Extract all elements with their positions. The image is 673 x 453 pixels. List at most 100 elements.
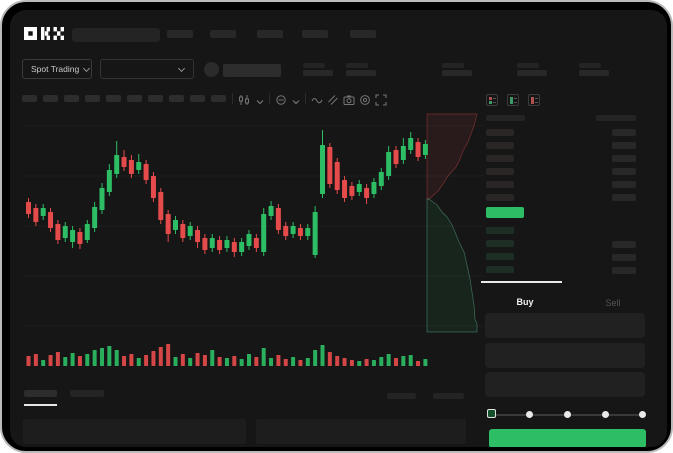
candle-type-icon[interactable] bbox=[238, 94, 250, 106]
row-line bbox=[535, 101, 538, 103]
timeframe-button-placeholder[interactable] bbox=[22, 95, 37, 102]
screenshot-icon[interactable] bbox=[343, 94, 355, 106]
amount-input-placeholder[interactable] bbox=[485, 343, 645, 368]
stat-value-placeholder bbox=[303, 70, 333, 76]
market-type-label: Spot Trading bbox=[31, 64, 80, 74]
row-line bbox=[535, 97, 538, 99]
bid-price-placeholder[interactable] bbox=[486, 240, 514, 247]
tab-buy[interactable]: Buy bbox=[516, 297, 534, 307]
timeframe-button-placeholder[interactable] bbox=[106, 95, 121, 102]
ask-size-placeholder bbox=[612, 168, 636, 175]
ask-price-placeholder[interactable] bbox=[486, 194, 514, 201]
stat-label-placeholder bbox=[346, 63, 368, 68]
total-input-placeholder[interactable] bbox=[485, 372, 645, 397]
timeframe-button-placeholder[interactable] bbox=[190, 95, 205, 102]
orders-panel-placeholder bbox=[23, 419, 246, 444]
toolbar-divider bbox=[232, 93, 233, 104]
slider-handle[interactable] bbox=[487, 409, 496, 418]
orderbook-view-both-icon[interactable] bbox=[486, 94, 498, 106]
ask-size-placeholder bbox=[612, 181, 636, 188]
line-tool-icon[interactable] bbox=[311, 94, 323, 106]
bid-size-placeholder bbox=[612, 254, 636, 261]
bottom-tab-placeholder[interactable] bbox=[70, 390, 104, 397]
ask-price-placeholder[interactable] bbox=[486, 181, 514, 188]
indicator-icon[interactable] bbox=[275, 94, 287, 106]
nav-item-placeholder[interactable] bbox=[257, 30, 283, 38]
orderbook-view-bids-icon[interactable] bbox=[507, 94, 519, 106]
chevron-down-icon[interactable] bbox=[292, 96, 300, 108]
fullscreen-icon[interactable] bbox=[375, 94, 387, 106]
toolbar-divider bbox=[269, 93, 270, 104]
price-input-placeholder[interactable] bbox=[485, 313, 645, 338]
slider-stop[interactable] bbox=[564, 411, 571, 418]
stat-label-placeholder bbox=[442, 63, 464, 68]
stat-value-placeholder bbox=[442, 70, 472, 76]
timeframe-button-placeholder[interactable] bbox=[211, 95, 226, 102]
ask-swatch bbox=[488, 97, 492, 100]
row-line bbox=[514, 101, 517, 103]
last-price-highlight[interactable] bbox=[486, 207, 524, 218]
slider-stop[interactable] bbox=[602, 411, 609, 418]
history-panel-placeholder bbox=[256, 419, 466, 444]
stat-label-placeholder bbox=[517, 63, 539, 68]
okx-logo bbox=[24, 27, 64, 40]
tab-sell[interactable]: Sell bbox=[605, 298, 621, 308]
bottom-tab-underline bbox=[24, 404, 57, 406]
slider-stop[interactable] bbox=[526, 411, 533, 418]
timeframe-button-placeholder[interactable] bbox=[43, 95, 58, 102]
orderbook-price-header-placeholder bbox=[486, 115, 525, 121]
coin-icon-placeholder bbox=[204, 62, 219, 77]
pair-selector[interactable] bbox=[100, 59, 194, 79]
okx-trading-app: Spot Trading bbox=[10, 10, 667, 447]
pair-name-placeholder bbox=[223, 64, 281, 77]
bid-price-placeholder[interactable] bbox=[486, 227, 514, 234]
ask-price-placeholder[interactable] bbox=[486, 142, 514, 149]
bid-size-placeholder bbox=[612, 241, 636, 248]
ask-price-placeholder[interactable] bbox=[486, 155, 514, 162]
stat-value-placeholder bbox=[346, 70, 376, 76]
chevron-down-icon bbox=[83, 64, 91, 72]
nav-item-placeholder[interactable] bbox=[302, 30, 328, 38]
ask-price-placeholder[interactable] bbox=[486, 129, 514, 136]
ask-size-placeholder bbox=[612, 155, 636, 162]
draw-tools-icon[interactable] bbox=[327, 94, 339, 106]
timeframe-button-placeholder[interactable] bbox=[169, 95, 184, 102]
search-input-placeholder[interactable] bbox=[72, 28, 160, 42]
price-chart[interactable] bbox=[22, 112, 484, 370]
ask-size-placeholder bbox=[612, 194, 636, 201]
timeframe-button-placeholder[interactable] bbox=[148, 95, 163, 102]
nav-item-placeholder[interactable] bbox=[350, 30, 376, 38]
timeframe-button-placeholder[interactable] bbox=[127, 95, 142, 102]
ask-price-placeholder[interactable] bbox=[486, 168, 514, 175]
market-type-selector[interactable]: Spot Trading bbox=[22, 59, 92, 79]
ask-size-placeholder bbox=[612, 142, 636, 149]
row-line bbox=[514, 97, 517, 99]
bid-size-placeholder bbox=[612, 267, 636, 274]
row-line bbox=[493, 101, 496, 103]
timeframe-button-placeholder[interactable] bbox=[85, 95, 100, 102]
settings-icon[interactable] bbox=[359, 94, 371, 106]
orderbook-amount-header-placeholder bbox=[596, 115, 636, 121]
orderbook-view-asks-icon[interactable] bbox=[528, 94, 540, 106]
bottom-action-placeholder[interactable] bbox=[387, 393, 416, 399]
timeframe-button-placeholder[interactable] bbox=[64, 95, 79, 102]
bid-price-placeholder[interactable] bbox=[486, 253, 514, 260]
chevron-down-icon[interactable] bbox=[256, 96, 264, 108]
nav-item-placeholder[interactable] bbox=[167, 30, 193, 38]
chevron-down-icon bbox=[177, 64, 186, 72]
active-tab-indicator bbox=[481, 281, 562, 283]
stat-label-placeholder bbox=[303, 63, 325, 68]
buy-submit-button[interactable] bbox=[489, 429, 646, 447]
bottom-action-placeholder[interactable] bbox=[433, 393, 464, 399]
ask-swatch bbox=[530, 97, 534, 104]
bid-price-placeholder[interactable] bbox=[486, 266, 514, 273]
bid-swatch bbox=[509, 97, 513, 104]
row-line bbox=[493, 97, 496, 99]
ask-size-placeholder bbox=[612, 129, 636, 136]
slider-stop[interactable] bbox=[639, 411, 646, 418]
toolbar-divider bbox=[305, 93, 306, 104]
bottom-tab-active-placeholder[interactable] bbox=[24, 390, 57, 397]
nav-item-placeholder[interactable] bbox=[210, 30, 236, 38]
